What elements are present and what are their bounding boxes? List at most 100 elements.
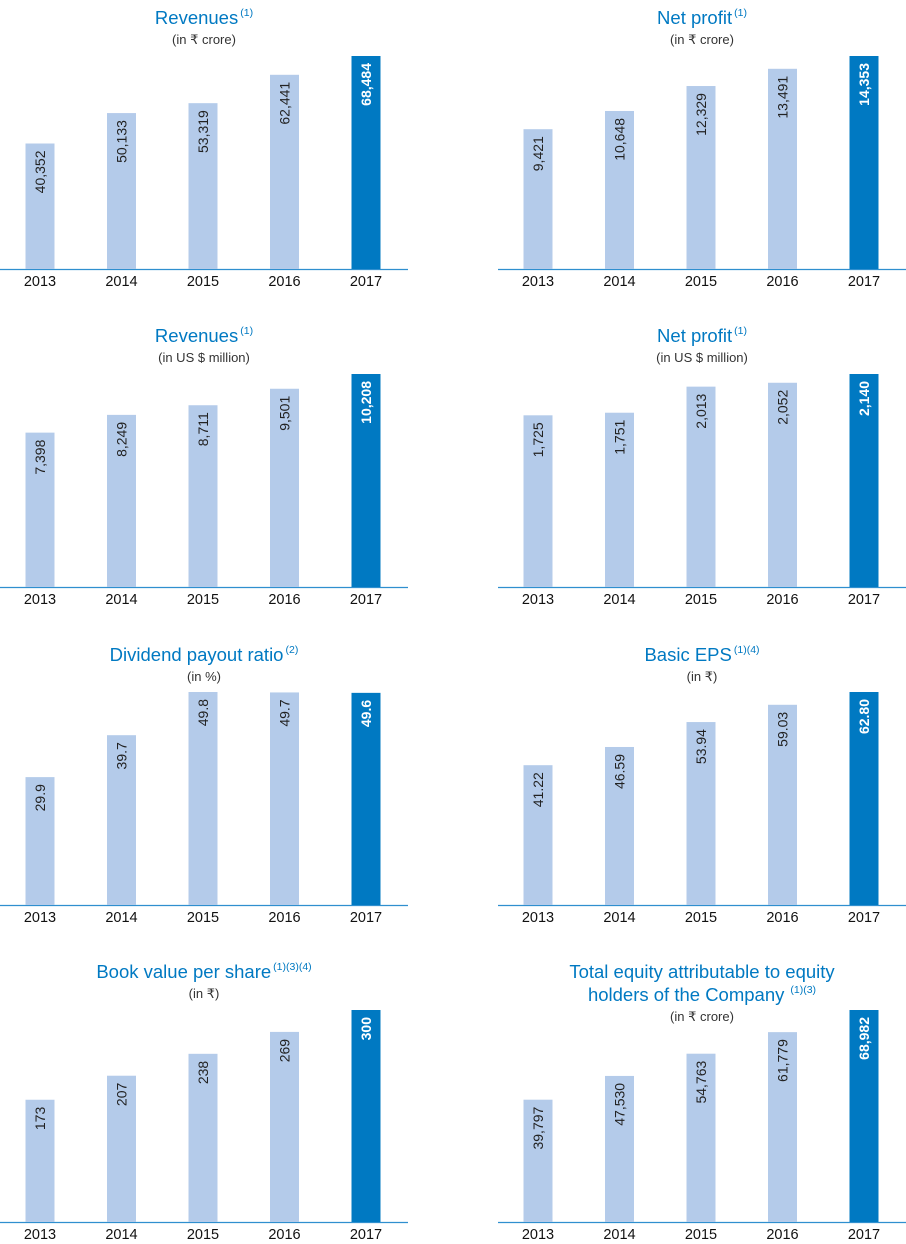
x-tick-label: 2017	[848, 274, 880, 290]
bar-value-label: 53.94	[693, 729, 709, 764]
bar-chart: 40,352 2013 50,133 2014 53,319 2015 62,441 2016…	[0, 56, 408, 290]
bar	[523, 415, 553, 587]
chart-subtitle: (in US $ million)	[656, 350, 748, 365]
bar-value-label: 62,441	[277, 82, 293, 125]
bar-value-label: 39.7	[114, 742, 130, 769]
bar-value-label: 49.6	[358, 700, 374, 727]
bar-value-label: 39,797	[530, 1106, 546, 1149]
bar-value-label: 59.03	[775, 712, 791, 747]
chart-subtitle: (in ₹)	[686, 669, 718, 684]
chart-subtitle: (in ₹)	[188, 986, 220, 1001]
bar-value-label: 61,779	[775, 1039, 791, 1082]
bar-value-label: 2,140	[856, 381, 872, 416]
bar	[25, 777, 55, 905]
chart-title-text: Net profit	[657, 325, 733, 346]
bar-value-label: 29.9	[32, 784, 48, 811]
x-tick-label: 2013	[24, 592, 56, 608]
bar-chart: 1,725 2013 1,751 2014 2,013 2015 2,052 2016 2,14…	[498, 374, 906, 608]
bar-chart: 7,398 2013 8,249 2014 8,711 2015 9,501 2016 10,2…	[0, 374, 408, 608]
bar	[686, 722, 716, 905]
bar	[107, 1075, 136, 1222]
x-tick-label: 2016	[268, 592, 300, 608]
bar	[270, 1031, 299, 1222]
bar-value-label: 1,751	[612, 420, 628, 455]
chart-title-note: (1)	[240, 7, 254, 19]
bar-value-label: 8,711	[195, 412, 211, 446]
bar	[351, 692, 381, 905]
x-tick-label: 2016	[766, 1227, 798, 1243]
chart-title-text: Revenues	[154, 7, 239, 28]
x-tick-label: 2013	[24, 274, 56, 290]
bar-value-label: 207	[114, 1083, 130, 1107]
x-tick-label: 2017	[350, 1227, 382, 1243]
x-tick-label: 2016	[268, 274, 300, 290]
chart-title: Revenues (1)	[0, 7, 408, 32]
x-tick-label: 2013	[522, 274, 554, 290]
chart-title-text: Net profit	[657, 7, 733, 28]
x-tick-label: 2015	[685, 1227, 717, 1243]
bar-value-label: 53,319	[195, 110, 211, 153]
x-tick-label: 2015	[685, 274, 717, 290]
bar	[25, 432, 55, 587]
chart-title-text: Revenues	[154, 325, 239, 346]
x-tick-label: 2017	[350, 910, 382, 926]
bar-value-label: 68,484	[358, 63, 374, 106]
chart-subtitle: (in ₹ crore)	[670, 1009, 734, 1024]
bar	[523, 129, 553, 269]
x-tick-label: 2013	[24, 910, 56, 926]
bar	[686, 386, 716, 587]
bar	[686, 1053, 716, 1222]
bar	[605, 412, 634, 587]
x-tick-label: 2015	[187, 1227, 219, 1243]
bar	[605, 110, 634, 270]
x-tick-label: 2016	[268, 1227, 300, 1243]
bar-value-label: 10,648	[612, 118, 628, 161]
bar-value-label: 47,530	[612, 1083, 628, 1126]
x-tick-label: 2015	[685, 910, 717, 926]
chart-title: Book value per share (1)(3)(4)	[0, 961, 408, 986]
chart-panel: Revenues (1) (in US $ million) 7,398 2013 8…	[0, 318, 408, 618]
bar-chart: 9,421 2013 10,648 2014 12,329 2015 13,491 2016 1…	[498, 56, 906, 290]
bar	[523, 1099, 553, 1222]
bar	[768, 1032, 797, 1222]
chart-title-text-line2: holders of the Company	[587, 984, 785, 1005]
bar-value-label: 46.59	[612, 754, 628, 789]
bar	[270, 388, 299, 587]
bar	[849, 374, 879, 587]
chart-title-note: (1)	[734, 7, 747, 19]
x-tick-label: 2014	[105, 1227, 137, 1243]
chart-title: Dividend payout ratio (2)	[0, 644, 408, 669]
chart-panel: Net profit (1) (in ₹ crore) 9,421 2013 10,6…	[498, 0, 906, 300]
x-tick-label: 2013	[522, 592, 554, 608]
bar-chart: 29.9 2013 39.7 2014 49.8 2015 49.7 2016 49.6 2017	[0, 692, 408, 926]
chart-title-text: Dividend payout ratio	[109, 644, 284, 665]
bar-value-label: 49.8	[195, 699, 211, 726]
chart-title-line2: holders of the Company (1)(3)	[498, 984, 906, 1009]
bar	[768, 382, 797, 587]
bar	[270, 692, 299, 905]
chart-title-text: Total equity attributable to equity	[569, 961, 835, 982]
bar	[188, 405, 218, 587]
bar	[686, 86, 716, 269]
chart-title: Net profit (1)	[498, 325, 906, 350]
bar-value-label: 9,421	[530, 136, 546, 171]
chart-panel: Total equity attributable to equity hold…	[498, 954, 906, 1244]
bar	[351, 56, 381, 269]
x-tick-label: 2013	[522, 910, 554, 926]
bar	[351, 1010, 381, 1222]
chart-title-note: (1)(3)	[790, 984, 817, 996]
chart-panel: Dividend payout ratio (2) (in %) 29.9 2013…	[0, 636, 408, 936]
bar	[25, 143, 55, 269]
x-tick-label: 2015	[685, 592, 717, 608]
bar-value-label: 2,013	[693, 393, 709, 428]
bar	[188, 103, 218, 270]
x-tick-label: 2017	[848, 592, 880, 608]
x-tick-label: 2017	[848, 910, 880, 926]
bar	[25, 1099, 55, 1222]
chart-title-note: (1)(4)	[733, 644, 760, 656]
x-tick-label: 2014	[603, 592, 635, 608]
bar-value-label: 40,352	[32, 150, 48, 193]
chart-title: Basic EPS (1)(4)	[498, 644, 906, 669]
x-tick-label: 2014	[105, 592, 137, 608]
bar	[605, 1075, 634, 1222]
